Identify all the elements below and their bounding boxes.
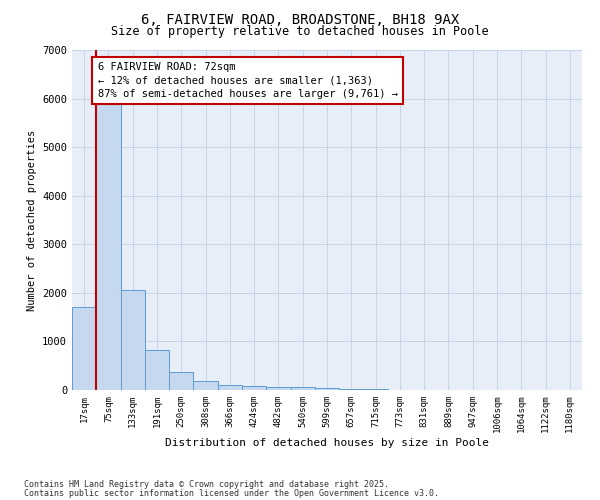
Bar: [218, 384, 242, 390]
Text: 6 FAIRVIEW ROAD: 72sqm
← 12% of detached houses are smaller (1,363)
87% of semi-: 6 FAIRVIEW ROAD: 72sqm ← 12% of detached…: [97, 62, 398, 98]
Bar: [290, 388, 315, 390]
Bar: [193, 381, 218, 390]
Bar: [339, 388, 364, 390]
Bar: [72, 308, 96, 390]
Bar: [315, 388, 339, 390]
Text: 6, FAIRVIEW ROAD, BROADSTONE, BH18 9AX: 6, FAIRVIEW ROAD, BROADSTONE, BH18 9AX: [141, 12, 459, 26]
Bar: [121, 290, 145, 390]
Text: Contains public sector information licensed under the Open Government Licence v3: Contains public sector information licen…: [24, 488, 439, 498]
Bar: [145, 350, 169, 390]
Bar: [169, 372, 193, 390]
X-axis label: Distribution of detached houses by size in Poole: Distribution of detached houses by size …: [165, 438, 489, 448]
Bar: [96, 94, 121, 390]
Text: Size of property relative to detached houses in Poole: Size of property relative to detached ho…: [111, 25, 489, 38]
Bar: [364, 389, 388, 390]
Bar: [266, 386, 290, 390]
Y-axis label: Number of detached properties: Number of detached properties: [26, 130, 37, 310]
Text: Contains HM Land Registry data © Crown copyright and database right 2025.: Contains HM Land Registry data © Crown c…: [24, 480, 389, 489]
Bar: [242, 386, 266, 390]
